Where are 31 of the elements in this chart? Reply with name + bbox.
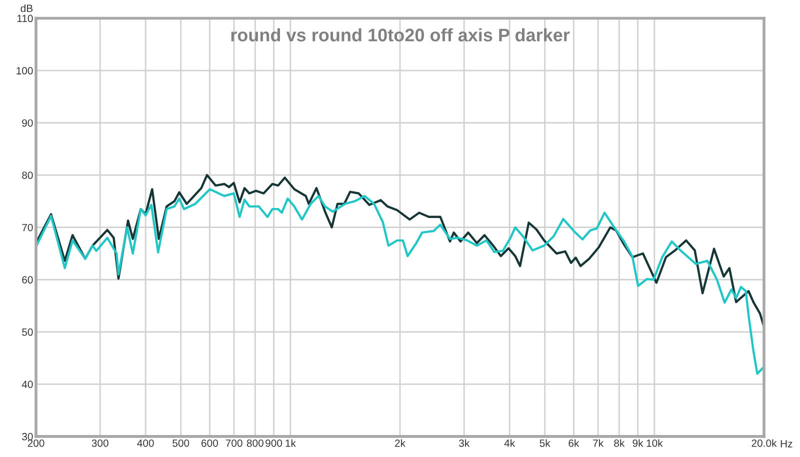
x-tick-label: 400 — [137, 439, 154, 447]
chart-title: round vs round 10to20 off axis P darker — [231, 28, 570, 42]
y-axis-title: dB — [20, 4, 33, 12]
y-tick-label: 60 — [22, 276, 33, 284]
x-axis-title: Hz — [780, 440, 792, 448]
x-tick-label: 900 — [266, 439, 282, 447]
y-tick-label: 90 — [22, 119, 33, 127]
y-tick-label: 80 — [22, 172, 33, 179]
x-tick-label: 6k — [568, 439, 580, 447]
x-tick-label: 10k — [646, 439, 663, 447]
x-tick-label: 600 — [202, 439, 218, 447]
y-tick-label: 70 — [22, 224, 33, 232]
x-tick-label: 3k — [458, 439, 470, 447]
y-tick-label: 40 — [22, 380, 33, 388]
x-tick-label: 800 — [246, 439, 264, 447]
x-tick-label: 8k — [614, 439, 625, 447]
x-tick-label: 9k — [632, 439, 644, 447]
x-tick-label: 1k — [286, 439, 296, 447]
y-tick-label: 30 — [22, 432, 33, 440]
x-tick-label: 2k — [395, 439, 406, 447]
x-tick-label: 4k — [504, 439, 516, 447]
x-tick-label: 7k — [593, 439, 604, 447]
x-tick-label: 200 — [28, 439, 44, 447]
x-tick-label: 300 — [92, 439, 108, 447]
y-tick-label: 110 — [17, 14, 33, 22]
x-tick-label: 5k — [540, 439, 550, 447]
x-tick-label: 20.0k — [752, 439, 777, 447]
y-tick-label: 100 — [16, 67, 33, 74]
x-tick-label: 700 — [226, 439, 242, 447]
y-tick-label: 50 — [22, 328, 33, 336]
x-tick-label: 500 — [172, 439, 190, 447]
